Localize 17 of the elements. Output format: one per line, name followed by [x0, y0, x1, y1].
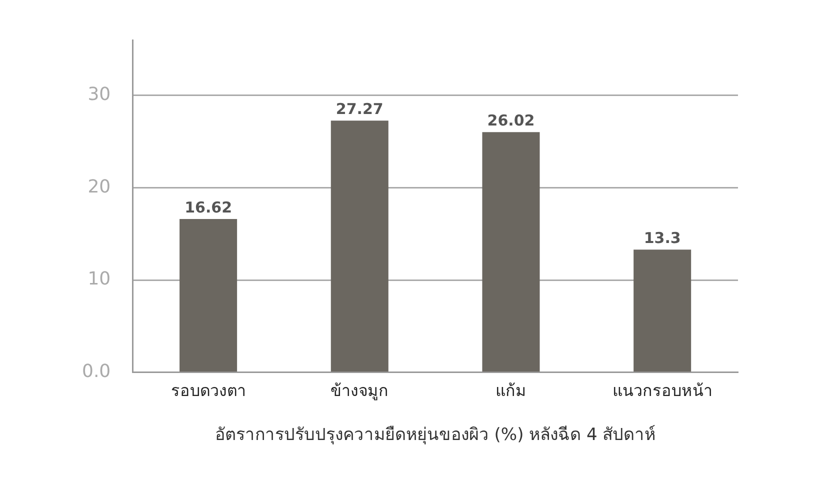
x-tick-label: แนวกรอบหน้า: [612, 381, 712, 400]
y-tick-label: 30: [88, 84, 111, 106]
x-tick-label: รอบดวงตา: [170, 381, 246, 400]
y-tick-label: 20: [88, 176, 111, 198]
x-tick-label: แก้ม: [495, 381, 526, 400]
y-tick-label: 0.0: [82, 361, 111, 382]
x-tick-label: ข้างจมูก: [330, 381, 389, 402]
bar: [634, 250, 692, 372]
data-label: 13.3: [644, 228, 681, 247]
data-label: 26.02: [487, 112, 535, 130]
x-axis-title: อัตราการปรับปรุงความยืดหยุ่นของผิว (%) หลังฉีด 4 สัปดาห์: [214, 425, 656, 446]
bar: [330, 120, 388, 372]
bar: [482, 132, 540, 372]
data-label: 27.27: [336, 100, 384, 118]
bar: [180, 218, 238, 372]
y-tick-label: 10: [88, 268, 111, 290]
data-label: 16.62: [184, 198, 232, 216]
